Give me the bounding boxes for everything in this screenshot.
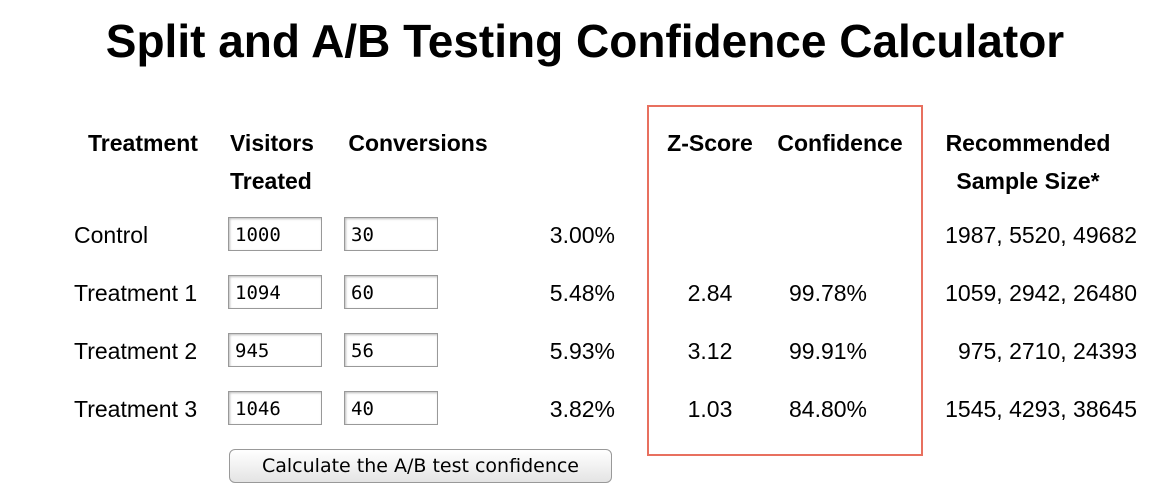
conversion-rate: 5.93%	[549, 338, 615, 364]
conversions-input[interactable]	[344, 275, 438, 309]
row-label: Treatment 2	[74, 338, 198, 364]
row-label: Treatment 3	[74, 396, 198, 422]
row-label: Control	[74, 222, 149, 248]
visitors-input[interactable]	[228, 333, 322, 367]
z-score: 3.12	[687, 338, 733, 364]
column-header: Z-Score	[560, 124, 860, 162]
column-header: Treatment	[0, 124, 293, 162]
sample-size: 1987, 5520, 49682	[945, 222, 1137, 248]
conversions-input[interactable]	[344, 217, 438, 251]
z-score: 2.84	[687, 280, 733, 306]
header-line: Confidence	[777, 130, 903, 156]
confidence: 84.80%	[788, 396, 867, 422]
header-line: Z-Score	[667, 130, 753, 156]
confidence: 99.78%	[788, 280, 867, 306]
column-header: Recommended Sample Size*	[878, 124, 1170, 200]
z-score: 1.03	[687, 396, 733, 422]
header-line: Visitors	[230, 130, 314, 156]
highlight-box	[647, 105, 923, 456]
header-line: Treated	[230, 168, 312, 194]
sample-size: 975, 2710, 24393	[957, 338, 1137, 364]
conversions-input[interactable]	[344, 391, 438, 425]
header-line: Conversions	[348, 130, 488, 156]
sample-size: 1059, 2942, 26480	[945, 280, 1137, 306]
column-header: Confidence	[690, 124, 990, 162]
row-label: Treatment 1	[74, 280, 198, 306]
confidence: 99.91%	[788, 338, 867, 364]
conversion-rate: 3.00%	[549, 222, 615, 248]
visitors-input[interactable]	[228, 391, 322, 425]
column-header: Conversions	[268, 124, 568, 162]
calculate-button[interactable]: Calculate the A/B test confidence	[229, 449, 612, 483]
visitors-input[interactable]	[228, 275, 322, 309]
page-title: Split and A/B Testing Confidence Calcula…	[105, 15, 1065, 67]
visitors-input[interactable]	[228, 217, 322, 251]
column-header: Visitors Treated	[230, 124, 314, 200]
sample-size: 1545, 4293, 38645	[945, 396, 1137, 422]
conversion-rate: 3.82%	[549, 396, 615, 422]
header-line: Treatment	[88, 130, 198, 156]
conversions-input[interactable]	[344, 333, 438, 367]
header-line: Sample Size*	[956, 168, 1100, 194]
header-line: Recommended	[945, 130, 1111, 156]
conversion-rate: 5.48%	[549, 280, 615, 306]
